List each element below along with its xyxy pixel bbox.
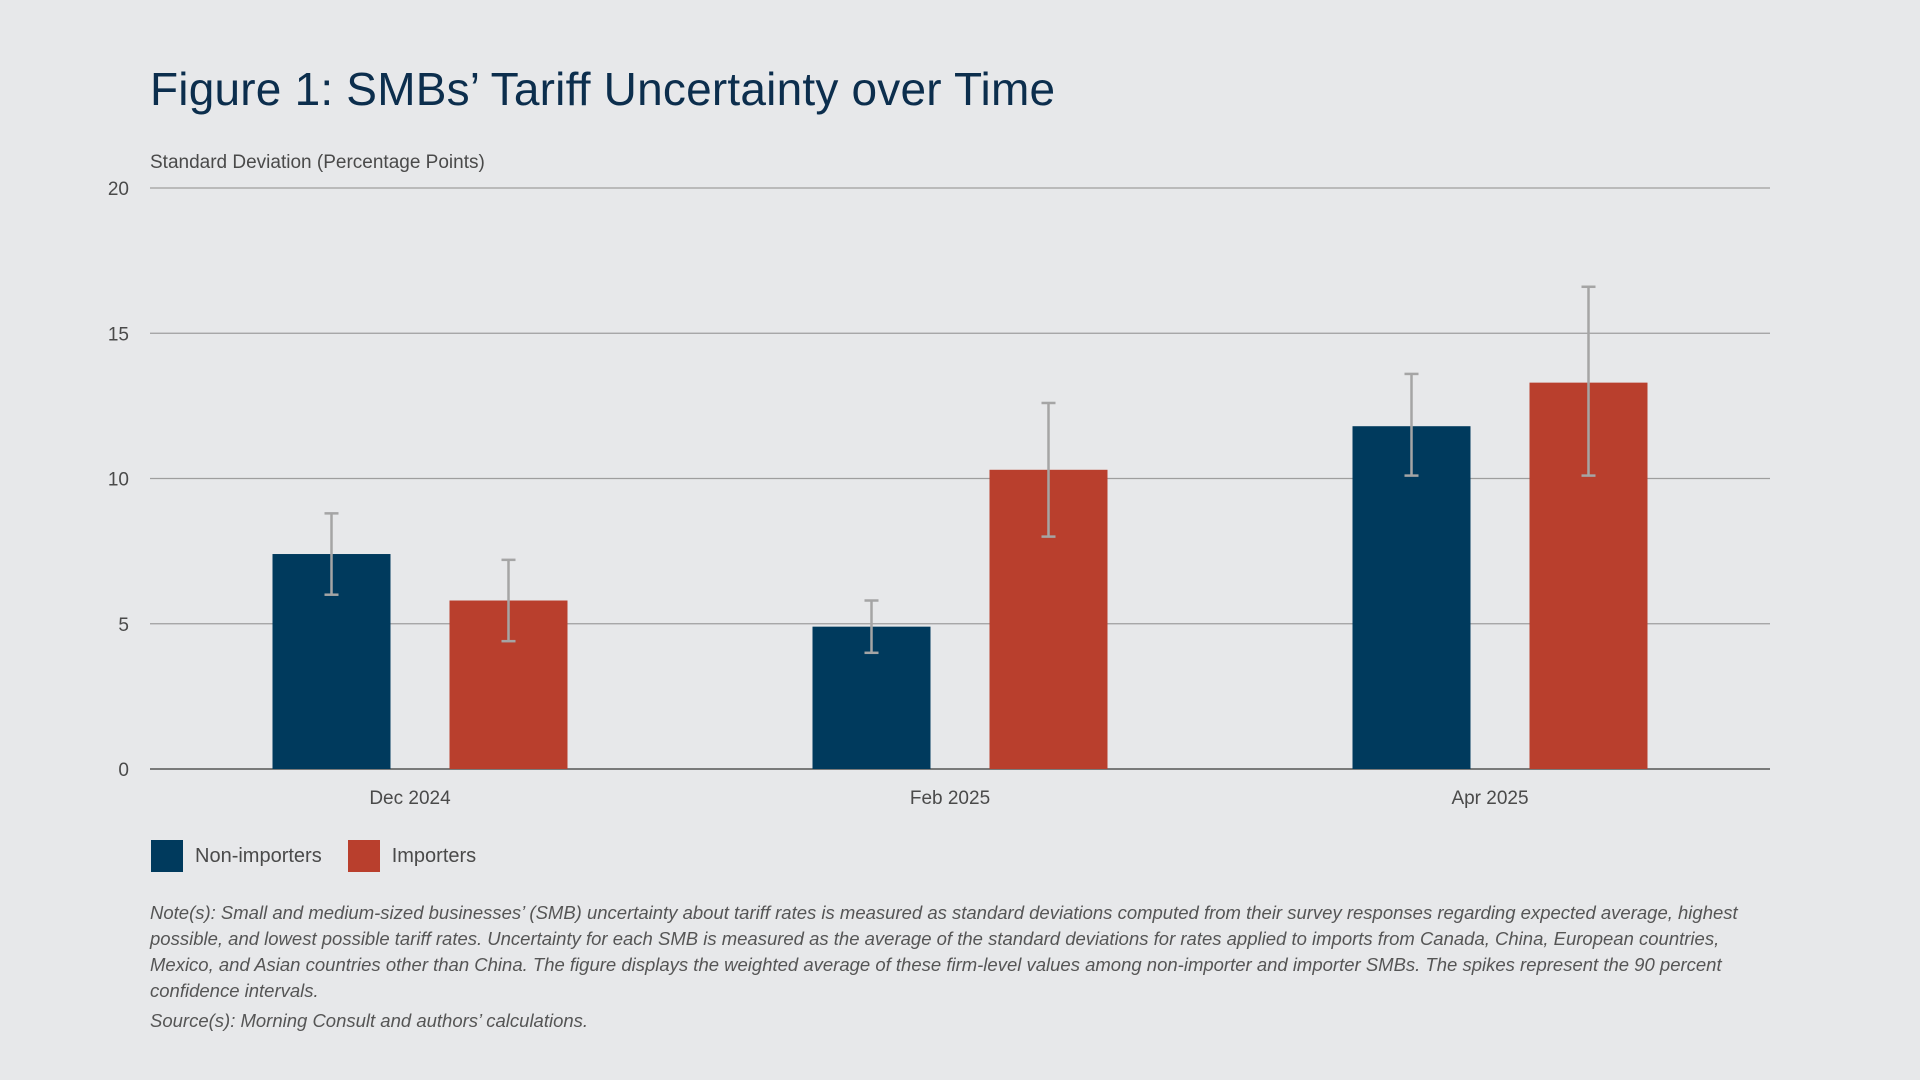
legend: Non-importers Importers [151,840,502,872]
legend-item-importers: Importers [347,840,477,872]
legend-swatch-importers [347,840,380,872]
y-tick-15: 15 [108,324,129,345]
note-text: Note(s): Small and medium-sized business… [150,902,1738,1001]
bar-non-importers-2 [1352,426,1471,769]
error-bars [324,285,1596,655]
gridlines [150,187,1770,770]
source-text: Source(s): Morning Consult and authors’ … [150,1010,589,1031]
y-tick-10: 10 [108,470,129,491]
x-tick-2: Apr 2025 [1451,788,1528,809]
legend-label-importers: Importers [391,844,477,867]
x-tick-0: Dec 2024 [369,788,451,809]
y-tick-5: 5 [118,615,129,636]
chart-notes: Note(s): Small and medium-sized business… [150,900,1770,1034]
legend-label-non-importers: Non-importers [195,844,322,867]
bars [272,382,1648,769]
y-tick-20: 20 [108,179,129,200]
y-axis-label: Standard Deviation (Percentage Points) [150,152,485,173]
x-tick-1: Feb 2025 [910,788,990,809]
chart-title: Figure 1: SMBs’ Tariff Uncertainty over … [150,63,1056,115]
legend-swatch-non-importers [151,840,183,872]
x-tick-labels: Dec 2024 Feb 2025 Apr 2025 [369,788,1528,809]
bar-chart: Standard Deviation (Percentage Points) 0… [108,152,1770,809]
y-tick-labels: 0 5 10 15 20 [108,179,129,781]
legend-item-non-importers: Non-importers [151,840,322,872]
y-tick-0: 0 [118,760,129,781]
